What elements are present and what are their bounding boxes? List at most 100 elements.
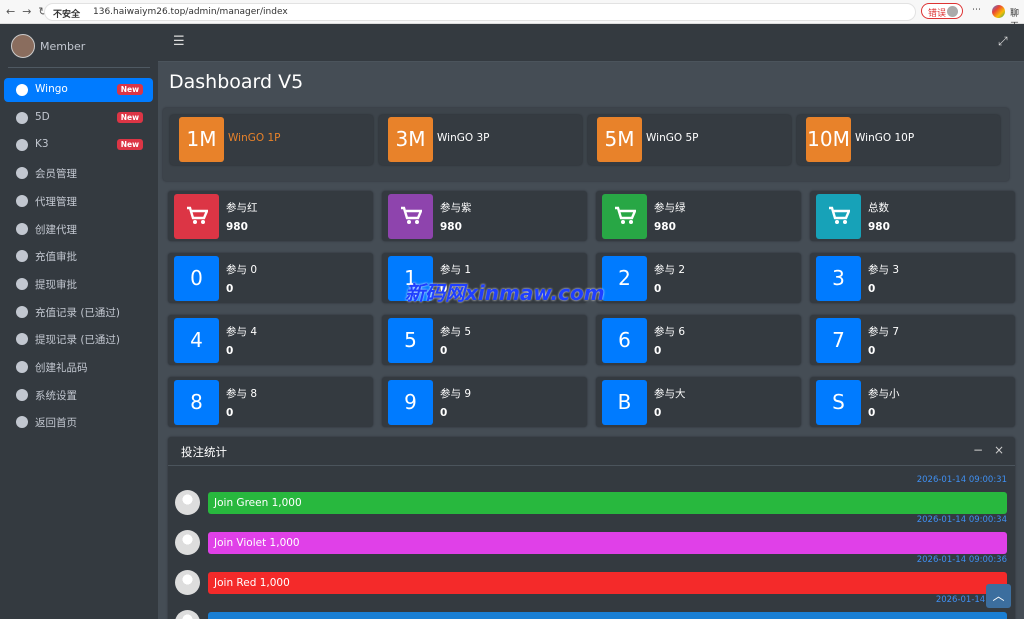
menu-label: 会员管理 <box>35 168 77 181</box>
number-label: 参与 8 <box>226 388 258 400</box>
number-label: 参与 7 <box>868 326 900 338</box>
profile-icon <box>947 6 958 17</box>
menu-item[interactable]: 充值审批 <box>4 244 153 268</box>
game-box[interactable]: 3M WinGO 3P <box>379 115 582 165</box>
divider <box>8 67 150 68</box>
game-icon: 3M <box>388 117 433 162</box>
number-label: 参与 3 <box>868 264 900 276</box>
menu-icon <box>16 388 28 401</box>
game-icon: 10M <box>806 117 851 162</box>
menu-badge: New <box>116 139 143 151</box>
number-icon: 0 <box>174 256 219 301</box>
game-icon: 5M <box>597 117 642 162</box>
menu-item[interactable]: 代理管理 <box>4 189 153 213</box>
stat-icon <box>602 194 647 239</box>
number-value: 0 <box>226 407 234 419</box>
menu-label: 创建代理 <box>35 223 77 236</box>
menu-item[interactable]: 创建礼品码 <box>4 355 153 379</box>
menu-item[interactable]: 会员管理 <box>4 161 153 185</box>
menu-item[interactable]: K3 New <box>4 133 153 157</box>
menu-item[interactable]: 提现审批 <box>4 272 153 296</box>
cart-icon <box>614 206 637 224</box>
number-box: 6 参与 6 0 <box>596 315 801 365</box>
close-button[interactable]: × <box>994 443 1005 457</box>
number-icon: 2 <box>602 256 647 301</box>
message-avatar <box>175 490 200 515</box>
stat-icon <box>816 194 861 239</box>
number-icon: S <box>816 380 861 425</box>
message-avatar <box>175 530 200 555</box>
number-label: 参与 2 <box>654 264 686 276</box>
menu-label: Wingo <box>35 83 68 95</box>
stat-label: 参与绿 <box>654 202 686 214</box>
copilot-icon[interactable] <box>992 5 1005 18</box>
message-bubble: Join Violet 1,000 <box>208 532 1007 554</box>
number-value: 0 <box>868 345 876 357</box>
stat-label: 参与红 <box>226 202 258 214</box>
number-box: 1 参与 1 0 <box>382 253 587 303</box>
menu-item[interactable]: 5D New <box>4 106 153 130</box>
message-avatar <box>175 610 200 619</box>
menu-item[interactable]: 提现记录 (已通过) <box>4 327 153 351</box>
number-value: 0 <box>654 283 662 295</box>
menu-label: 充值记录 (已通过) <box>35 306 121 319</box>
number-label: 参与 4 <box>226 326 258 338</box>
game-box[interactable]: 10M WinGO 10P <box>797 115 1000 165</box>
menu-icon <box>16 250 28 263</box>
number-value: 0 <box>226 283 234 295</box>
number-value: 0 <box>440 407 448 419</box>
game-box[interactable]: 1M WinGO 1P <box>170 115 373 165</box>
menu-toggle[interactable]: ☰ <box>173 34 185 49</box>
menu-icon <box>16 194 28 207</box>
address-bar[interactable]: 不安全 136.haiwaiym26.top/admin/manager/ind… <box>44 3 916 21</box>
stat-icon <box>174 194 219 239</box>
fullscreen-button[interactable]: ⤢ <box>998 34 1008 48</box>
number-box: 8 参与 8 0 <box>168 377 373 427</box>
menu-label: 提现记录 (已通过) <box>35 334 121 347</box>
number-value: 0 <box>868 407 876 419</box>
scroll-top-button[interactable]: ︿ <box>986 584 1011 608</box>
user-avatar <box>11 34 35 58</box>
menu-label: 提现审批 <box>35 278 77 291</box>
stat-value: 980 <box>440 221 462 233</box>
more-button[interactable]: ⋯ <box>972 5 981 15</box>
number-label: 参与 9 <box>440 388 472 400</box>
number-label: 参与 6 <box>654 326 686 338</box>
game-box[interactable]: 5M WinGO 5P <box>588 115 791 165</box>
nav-buttons[interactable]: ← → ↻ <box>6 5 48 18</box>
user-name[interactable]: Member <box>40 40 86 53</box>
stat-box: 参与红 980 <box>168 191 373 241</box>
menu-icon <box>16 305 28 318</box>
menu-item[interactable]: 系统设置 <box>4 383 153 407</box>
message-avatar <box>175 570 200 595</box>
error-button[interactable]: 错误 <box>921 3 963 19</box>
message-bubble <box>208 612 1007 619</box>
number-icon: 8 <box>174 380 219 425</box>
menu-item[interactable]: Wingo New <box>4 78 153 102</box>
menu-badge: New <box>116 111 143 123</box>
number-label: 参与 5 <box>440 326 472 338</box>
collapse-button[interactable]: − <box>973 443 984 457</box>
error-label: 错误 <box>928 9 947 19</box>
number-box: 2 参与 2 0 <box>596 253 801 303</box>
menu-item[interactable]: 充值记录 (已通过) <box>4 300 153 324</box>
game-label: WinGO 1P <box>228 132 281 144</box>
message-time: 2026-01-14 09:00:34 <box>916 515 1007 525</box>
number-icon: B <box>602 380 647 425</box>
chat-card: 投注统计 − × 2026-01-14 09:00:31 Join Green 1… <box>168 437 1015 619</box>
menu-icon <box>16 111 28 124</box>
stat-box: 总数 980 <box>810 191 1015 241</box>
number-value: 0 <box>654 345 662 357</box>
game-icon: 1M <box>179 117 224 162</box>
menu-icon <box>16 222 28 235</box>
menu-icon <box>16 84 28 96</box>
menu-item[interactable]: 返回首页 <box>4 410 153 434</box>
number-icon: 3 <box>816 256 861 301</box>
number-box: 7 参与 7 0 <box>810 315 1015 365</box>
menu-icon <box>16 139 28 152</box>
menu-item[interactable]: 创建代理 <box>4 217 153 241</box>
browser-bar: ← → ↻ 不安全 136.haiwaiym26.top/admin/manag… <box>0 0 1024 32</box>
menu-label: 创建礼品码 <box>35 362 88 374</box>
game-label: WinGO 3P <box>437 132 490 144</box>
